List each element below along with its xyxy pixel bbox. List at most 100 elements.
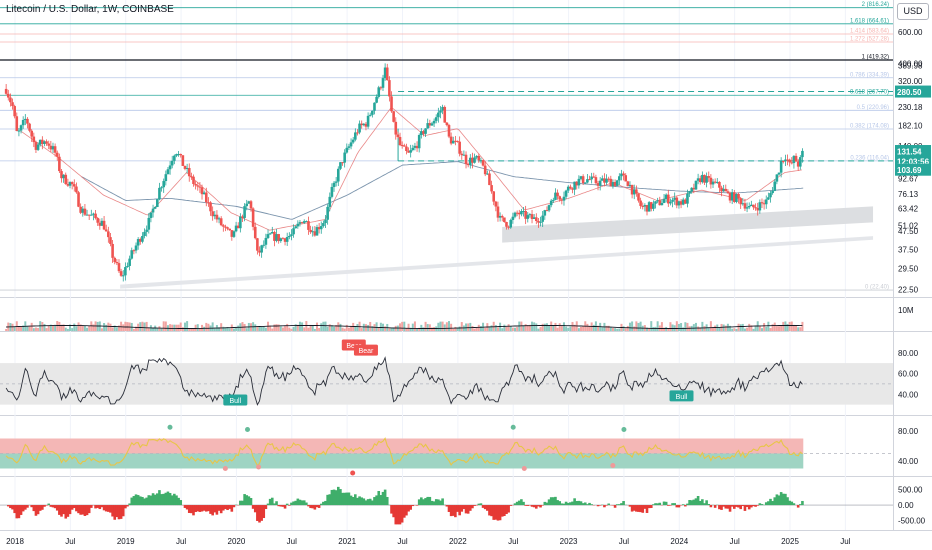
fib-level-label: 0.618 (267.70) xyxy=(850,90,889,96)
macd-histogram-bar xyxy=(124,505,127,509)
candle-body xyxy=(703,174,706,183)
volume-bar xyxy=(335,325,338,331)
sma-line xyxy=(81,161,804,220)
candle-body xyxy=(64,174,68,185)
macd-histogram-bar xyxy=(96,505,99,508)
time-tick-label: Jul xyxy=(287,537,297,546)
volume-bar xyxy=(780,325,783,331)
volume-bar xyxy=(375,322,378,331)
volume-bar xyxy=(543,323,546,331)
candle-body xyxy=(281,238,285,240)
price-tick-label: 320.00 xyxy=(898,77,923,86)
candle-body xyxy=(622,173,625,176)
candle-body xyxy=(234,225,238,232)
macd-histogram-bar xyxy=(247,496,251,506)
volume-bar xyxy=(222,326,225,331)
candle-body xyxy=(592,176,596,178)
macd-histogram-bar xyxy=(692,499,696,506)
macd-histogram-bar xyxy=(138,496,142,506)
volume-bar xyxy=(309,324,312,331)
volume-bar xyxy=(422,327,425,331)
candle-body xyxy=(383,67,387,79)
macd-histogram-bar xyxy=(262,505,266,519)
price-tick-label: 37.50 xyxy=(898,246,919,255)
volume-bar xyxy=(467,323,470,331)
candle-body xyxy=(801,150,804,158)
candle-body xyxy=(503,217,506,223)
candle-body xyxy=(300,222,304,224)
candle-body xyxy=(83,208,87,215)
volume-bar xyxy=(760,328,763,331)
macd-histogram-bar xyxy=(75,505,78,512)
macd-histogram-bar xyxy=(309,505,312,509)
rsi-divergence-label: Bear xyxy=(359,348,374,355)
macd-histogram-bar xyxy=(113,505,117,520)
volume-bar xyxy=(501,328,504,331)
macd-histogram-bar xyxy=(517,500,521,506)
volume-ma-line xyxy=(6,325,803,329)
candle-body xyxy=(251,208,255,227)
volume-bar xyxy=(362,323,365,331)
candle-body xyxy=(556,192,559,197)
macd-histogram-bar xyxy=(26,505,29,508)
candle-body xyxy=(270,231,274,234)
price-candles[interactable] xyxy=(4,63,804,282)
volume-bar xyxy=(458,326,461,331)
price-tick-label: 400.00 xyxy=(898,60,923,69)
ema-line xyxy=(20,107,802,231)
volume-bar xyxy=(556,327,559,331)
macd-histogram-bar xyxy=(722,505,725,507)
currency-button[interactable]: USD xyxy=(897,3,929,20)
candle-body xyxy=(179,153,183,156)
candle-body xyxy=(737,194,740,199)
candle-body xyxy=(507,226,510,228)
candle-body xyxy=(413,145,417,148)
macd-histogram-bar xyxy=(204,505,208,512)
macd-histogram-bar xyxy=(417,499,421,506)
candle-body xyxy=(21,119,25,126)
volume-bar xyxy=(188,327,191,331)
candle-body xyxy=(170,160,174,166)
macd-histogram-bar xyxy=(68,505,72,515)
candle-body xyxy=(513,212,517,217)
volume-bar xyxy=(235,326,238,331)
macd-histogram-bar xyxy=(192,505,195,516)
candle-body xyxy=(138,239,142,242)
candle-body xyxy=(796,161,800,167)
candle-body xyxy=(799,157,802,167)
macd-histogram-bar xyxy=(222,505,225,511)
candle-body xyxy=(309,229,312,233)
volume-bar xyxy=(569,326,572,331)
volume-bar xyxy=(281,327,284,331)
macd-histogram-bar xyxy=(53,505,57,509)
macd-histogram-bar xyxy=(83,505,87,516)
macd-histogram-bar xyxy=(447,505,451,512)
price-tick-label: 230.18 xyxy=(898,103,923,112)
candle-body xyxy=(104,229,108,232)
candle-body xyxy=(183,165,187,169)
volume-bar xyxy=(388,328,391,331)
volume-bar xyxy=(122,324,125,331)
volume-bar xyxy=(607,325,610,331)
volume-bar xyxy=(573,324,576,331)
macd-histogram-bar xyxy=(760,504,764,506)
volume-bar xyxy=(34,327,37,331)
volume-bar xyxy=(411,323,414,331)
volume-bar xyxy=(315,322,318,331)
volume-bar xyxy=(552,325,555,331)
candle-body xyxy=(364,123,368,127)
candle-body xyxy=(460,153,464,156)
macd-histogram-bar xyxy=(454,505,457,518)
macd-histogram-bar xyxy=(149,495,153,506)
volume-bar xyxy=(650,321,653,331)
candle-body xyxy=(781,160,785,162)
macd-histogram-bar xyxy=(777,495,781,506)
candle-body xyxy=(652,203,655,209)
volume-bar xyxy=(28,326,31,331)
candle-body xyxy=(675,197,679,206)
volume-bar xyxy=(326,326,329,331)
macd-histogram-bar xyxy=(547,499,551,506)
volume-bar xyxy=(401,321,404,331)
candle-body xyxy=(285,237,289,242)
